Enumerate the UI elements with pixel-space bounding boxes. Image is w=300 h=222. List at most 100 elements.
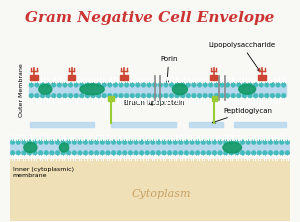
Circle shape xyxy=(236,82,241,87)
Circle shape xyxy=(235,151,239,155)
Circle shape xyxy=(91,93,95,98)
Circle shape xyxy=(72,140,76,145)
Circle shape xyxy=(279,151,284,155)
Circle shape xyxy=(218,151,222,155)
Circle shape xyxy=(22,140,26,145)
Circle shape xyxy=(229,151,234,155)
Circle shape xyxy=(268,151,273,155)
Circle shape xyxy=(124,93,129,98)
Circle shape xyxy=(46,93,50,98)
Circle shape xyxy=(208,82,213,87)
Circle shape xyxy=(167,151,172,155)
Bar xyxy=(210,75,217,80)
Text: Inner (cytoplasmic)
membrane: Inner (cytoplasmic) membrane xyxy=(13,167,74,178)
Circle shape xyxy=(203,93,208,98)
Circle shape xyxy=(265,82,269,87)
Text: Peptidoglycan: Peptidoglycan xyxy=(212,108,272,123)
Circle shape xyxy=(242,93,247,98)
Circle shape xyxy=(117,140,122,145)
Bar xyxy=(10,142,290,148)
Circle shape xyxy=(279,140,284,145)
Circle shape xyxy=(66,151,71,155)
Bar xyxy=(258,75,266,80)
Circle shape xyxy=(173,151,178,155)
Circle shape xyxy=(33,151,38,155)
Bar xyxy=(30,122,94,127)
Circle shape xyxy=(89,151,94,155)
Circle shape xyxy=(130,82,135,87)
Circle shape xyxy=(46,82,50,87)
Bar xyxy=(68,75,75,80)
Circle shape xyxy=(201,151,206,155)
Circle shape xyxy=(276,82,280,87)
Circle shape xyxy=(100,140,105,145)
Text: Porin: Porin xyxy=(160,56,177,84)
Circle shape xyxy=(147,93,152,98)
Circle shape xyxy=(107,82,112,87)
Bar xyxy=(30,75,38,80)
Ellipse shape xyxy=(59,143,69,152)
Bar xyxy=(120,75,127,80)
Circle shape xyxy=(55,140,60,145)
Circle shape xyxy=(63,82,67,87)
Circle shape xyxy=(16,151,21,155)
Circle shape xyxy=(197,93,202,98)
Circle shape xyxy=(61,151,65,155)
Circle shape xyxy=(136,93,140,98)
Circle shape xyxy=(151,140,155,145)
Circle shape xyxy=(80,93,84,98)
Circle shape xyxy=(66,140,71,145)
Circle shape xyxy=(83,151,88,155)
Circle shape xyxy=(80,82,84,87)
Circle shape xyxy=(231,93,236,98)
Text: Cytoplasm: Cytoplasm xyxy=(131,189,191,199)
Circle shape xyxy=(218,140,222,145)
Circle shape xyxy=(195,151,200,155)
Circle shape xyxy=(51,93,56,98)
Circle shape xyxy=(246,151,250,155)
Circle shape xyxy=(74,93,79,98)
Circle shape xyxy=(270,82,275,87)
Circle shape xyxy=(224,151,228,155)
Circle shape xyxy=(184,140,189,145)
Circle shape xyxy=(152,82,157,87)
Bar xyxy=(28,84,286,90)
Circle shape xyxy=(169,82,174,87)
Circle shape xyxy=(89,140,94,145)
Bar xyxy=(111,122,176,127)
Circle shape xyxy=(33,140,38,145)
Circle shape xyxy=(72,151,76,155)
Circle shape xyxy=(100,151,105,155)
Circle shape xyxy=(225,82,230,87)
Circle shape xyxy=(167,140,172,145)
Circle shape xyxy=(141,93,146,98)
Circle shape xyxy=(96,82,101,87)
Circle shape xyxy=(94,151,99,155)
Circle shape xyxy=(274,140,278,145)
Circle shape xyxy=(184,151,189,155)
Circle shape xyxy=(173,140,178,145)
Circle shape xyxy=(124,82,129,87)
Circle shape xyxy=(27,151,32,155)
Circle shape xyxy=(285,151,290,155)
Circle shape xyxy=(145,140,149,145)
Ellipse shape xyxy=(24,143,37,153)
Circle shape xyxy=(152,93,157,98)
Circle shape xyxy=(180,93,185,98)
Circle shape xyxy=(248,82,252,87)
Bar xyxy=(10,148,290,153)
Circle shape xyxy=(145,151,149,155)
Circle shape xyxy=(158,82,163,87)
Circle shape xyxy=(106,140,110,145)
Circle shape xyxy=(162,151,167,155)
Ellipse shape xyxy=(80,84,104,95)
Circle shape xyxy=(29,82,34,87)
Circle shape xyxy=(192,82,196,87)
Bar xyxy=(189,122,223,127)
Circle shape xyxy=(38,151,43,155)
Circle shape xyxy=(190,151,194,155)
Circle shape xyxy=(251,151,256,155)
Circle shape xyxy=(214,93,219,98)
Circle shape xyxy=(281,82,286,87)
Circle shape xyxy=(212,140,217,145)
